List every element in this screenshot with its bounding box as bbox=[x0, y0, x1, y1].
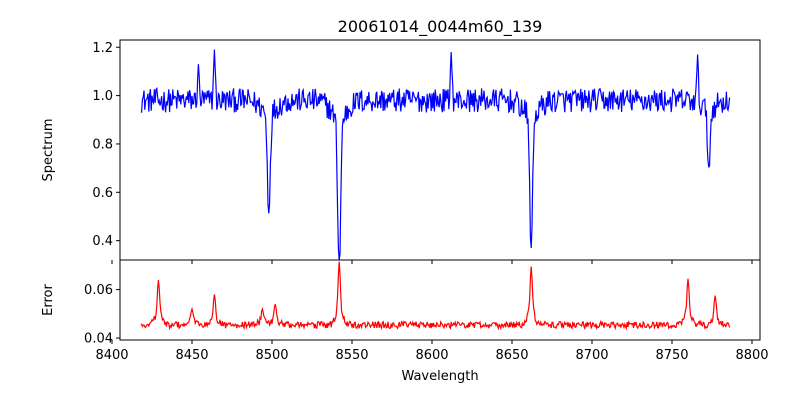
chart-title: 20061014_0044m60_139 bbox=[338, 17, 543, 37]
error-axes-frame bbox=[119, 259, 761, 341]
spectrum-y-tick-label: 0.4 bbox=[92, 234, 113, 249]
error-y-tick-label: 0.04 bbox=[84, 332, 113, 347]
x-tick-label: 8800 bbox=[735, 348, 768, 363]
x-tick-label: 8450 bbox=[175, 348, 208, 363]
x-tick-label: 8550 bbox=[335, 348, 368, 363]
error-y-tick-label: 0.06 bbox=[84, 283, 113, 298]
spectrum-x-ticks bbox=[111, 260, 753, 264]
spectrum-y-tick-label: 0.8 bbox=[92, 137, 113, 152]
spectrum-y-axis-label: Spectrum bbox=[41, 119, 56, 182]
spectrum-series-line bbox=[140, 49, 731, 261]
error-y-axis-label: Error bbox=[41, 284, 56, 316]
error-series-line bbox=[140, 261, 731, 331]
spectrum-y-tick-label: 1.0 bbox=[92, 89, 113, 104]
x-tick-label: 8750 bbox=[655, 348, 688, 363]
spectrum-y-tick-label: 1.2 bbox=[92, 41, 113, 56]
spectrum-y-tick-label: 0.6 bbox=[92, 186, 113, 201]
x-tick-label: 8400 bbox=[95, 348, 128, 363]
error-panel: 0.04 0.06 8400 8450 8500 8550 8600 8650 8700 875… bbox=[41, 259, 769, 384]
x-tick-label: 8650 bbox=[495, 348, 528, 363]
error-x-ticks: 8400 8450 8500 8550 8600 8650 8700 8750 8800 bbox=[95, 340, 769, 363]
x-tick-label: 8600 bbox=[415, 348, 448, 363]
spectrum-panel: 0.4 0.6 0.8 1.0 1.2 Spectrum bbox=[41, 39, 761, 264]
x-axis-label: Wavelength bbox=[401, 369, 478, 384]
spectrum-y-ticks: 0.4 0.6 0.8 1.0 1.2 bbox=[92, 41, 120, 249]
x-tick-label: 8500 bbox=[255, 348, 288, 363]
x-tick-label: 8700 bbox=[575, 348, 608, 363]
error-y-ticks: 0.04 0.06 bbox=[84, 283, 120, 347]
